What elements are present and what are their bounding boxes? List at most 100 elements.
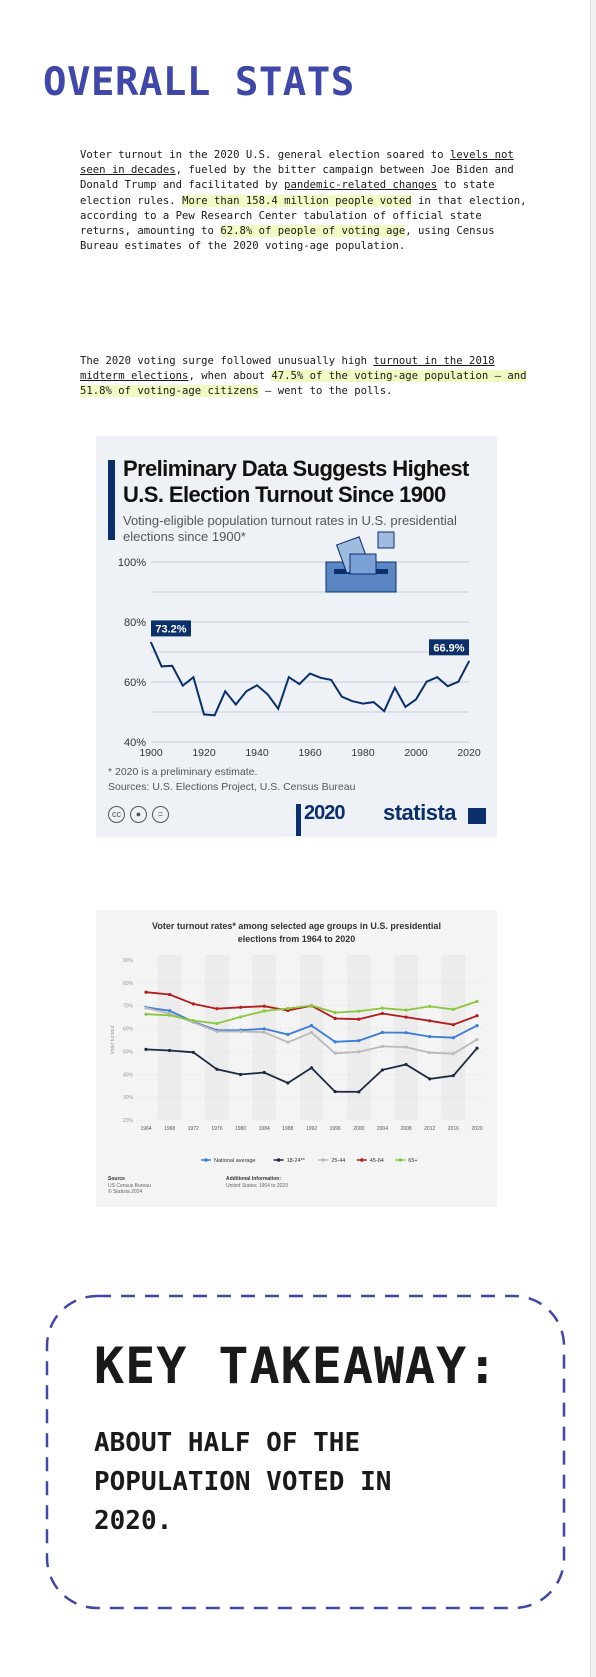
- y-tick-label: 60%: [124, 677, 146, 689]
- data-point: [144, 1012, 148, 1016]
- data-point: [215, 1067, 219, 1071]
- para1-text-3: to state election rules.: [80, 179, 495, 207]
- data-point: [168, 1013, 172, 1017]
- no-derivatives-icon: =: [152, 806, 169, 823]
- x-tick-label: 1968: [164, 1126, 175, 1132]
- data-point: [262, 1030, 266, 1034]
- data-point: [215, 1029, 219, 1034]
- y-axis-label: Voter turnout: [110, 1025, 116, 1054]
- data-point: [168, 1048, 172, 1053]
- data-point: [238, 1015, 243, 1019]
- data-point: [475, 1024, 479, 1028]
- data-point: [215, 1021, 219, 1026]
- column-band: [252, 955, 277, 1120]
- data-point: [168, 992, 172, 997]
- data-point: [144, 1006, 148, 1010]
- data-point: [224, 690, 226, 693]
- data-point: [341, 695, 343, 698]
- data-point: [144, 1047, 148, 1051]
- chart2-plot: 90% 80% 70% 60% 50% 40% 30% 20% Voter turnout 196…: [110, 955, 483, 1164]
- chart2-title: Voter turnout rates* among selected age …: [152, 921, 441, 944]
- data-point: [262, 1070, 266, 1075]
- statista-logo-icon: [468, 808, 486, 824]
- data-point: [171, 665, 173, 667]
- y-tick-label: 100%: [118, 557, 146, 569]
- data-point: [428, 1034, 432, 1039]
- data-point: [319, 677, 322, 679]
- data-point: [394, 686, 396, 689]
- y-tick-label: 70%: [123, 1004, 134, 1010]
- ballot-box-icon: [325, 531, 397, 593]
- legend-item[interactable]: 25-44: [318, 1158, 345, 1164]
- data-point: [215, 1007, 219, 1011]
- data-point: [160, 665, 163, 668]
- y-tick-label: 50%: [123, 1049, 134, 1055]
- data-point: [475, 1014, 479, 1018]
- data-point: [380, 1006, 385, 1010]
- data-label: 73.2%: [155, 623, 186, 635]
- y-tick-label: 40%: [123, 1072, 134, 1078]
- data-point: [404, 1045, 408, 1049]
- data-point: [286, 1032, 290, 1037]
- link-pandemic-changes[interactable]: pandemic-related changes: [284, 179, 438, 192]
- data-point: [309, 1066, 314, 1070]
- dashed-border: [45, 1294, 566, 1610]
- y-tick-label: 90%: [123, 958, 134, 964]
- legend-label: 18-24**: [287, 1158, 306, 1164]
- data-point: [277, 707, 279, 710]
- x-tick-label: 1960: [298, 747, 322, 759]
- x-tick-label: 1920: [192, 747, 216, 759]
- chart2-source-body: US Census Bureau © Statista 2024: [108, 1183, 151, 1195]
- link-levels-not-seen[interactable]: levels not seen in decades: [80, 149, 514, 177]
- chart2-source-heading: Source: [108, 1176, 125, 1182]
- data-point: [262, 1027, 266, 1031]
- y-tick-label: 80%: [124, 617, 146, 629]
- x-tick-label: 2012: [424, 1126, 435, 1132]
- data-point: [333, 1090, 337, 1094]
- data-point: [428, 1019, 432, 1023]
- y-tick-label: 40%: [124, 737, 146, 749]
- legend-item[interactable]: 18-24**: [273, 1158, 306, 1164]
- stats-paragraph-1: Voter turnout in the 2020 U.S. general e…: [80, 148, 530, 254]
- data-point: [168, 1009, 172, 1013]
- chart1-subtitle: Voting-eligible population turnout rates…: [123, 513, 457, 544]
- stats-paragraph-2: The 2020 voting surge followed unusually…: [80, 354, 530, 400]
- data-label-box: [429, 639, 469, 656]
- data-point: [182, 684, 184, 687]
- highlight-62-8-percent: 62.8% of people of voting age: [220, 225, 406, 238]
- x-tick-label: 2016: [448, 1126, 459, 1132]
- x-tick-label: 1976: [211, 1126, 222, 1132]
- legend-label: 65+: [408, 1158, 417, 1164]
- data-point: [380, 1030, 385, 1035]
- data-point: [309, 1024, 314, 1028]
- data-point: [238, 1072, 243, 1077]
- legend-item[interactable]: 45-64: [356, 1158, 384, 1164]
- data-point: [475, 999, 479, 1003]
- data-point: [404, 1015, 408, 1019]
- data-point: [245, 690, 248, 693]
- column-band: [394, 955, 418, 1120]
- link-2018-midterm[interactable]: turnout in the 2018 midterm elections: [80, 355, 495, 383]
- data-point: [415, 698, 417, 701]
- title-accent-bar: [108, 460, 115, 540]
- data-point: [330, 679, 332, 681]
- para1-text-4: in that election, according to a Pew Res…: [80, 194, 527, 238]
- data-point: [380, 1011, 385, 1016]
- data-point: [404, 706, 407, 708]
- data-point: [238, 1005, 243, 1009]
- para2-text-2: , when about: [188, 370, 272, 383]
- data-point: [357, 1017, 361, 1021]
- data-point: [475, 1037, 479, 1042]
- x-tick-label: 1972: [188, 1126, 199, 1132]
- legend-item[interactable]: 65+: [395, 1158, 418, 1164]
- data-point: [256, 684, 258, 687]
- data-point: [428, 1050, 432, 1055]
- data-point: [380, 1068, 385, 1072]
- attribution-icon: ●: [130, 806, 147, 823]
- chart1-plot: 100% 80% 60% 40%1900 1920 1940 1960 1980 2000 202…: [118, 531, 481, 759]
- legend-item[interactable]: National average: [201, 1158, 256, 1164]
- y-tick-label: 30%: [123, 1095, 134, 1101]
- page-scrollbar[interactable]: [590, 0, 596, 1677]
- data-point: [357, 1050, 361, 1054]
- data-point: [404, 1062, 408, 1067]
